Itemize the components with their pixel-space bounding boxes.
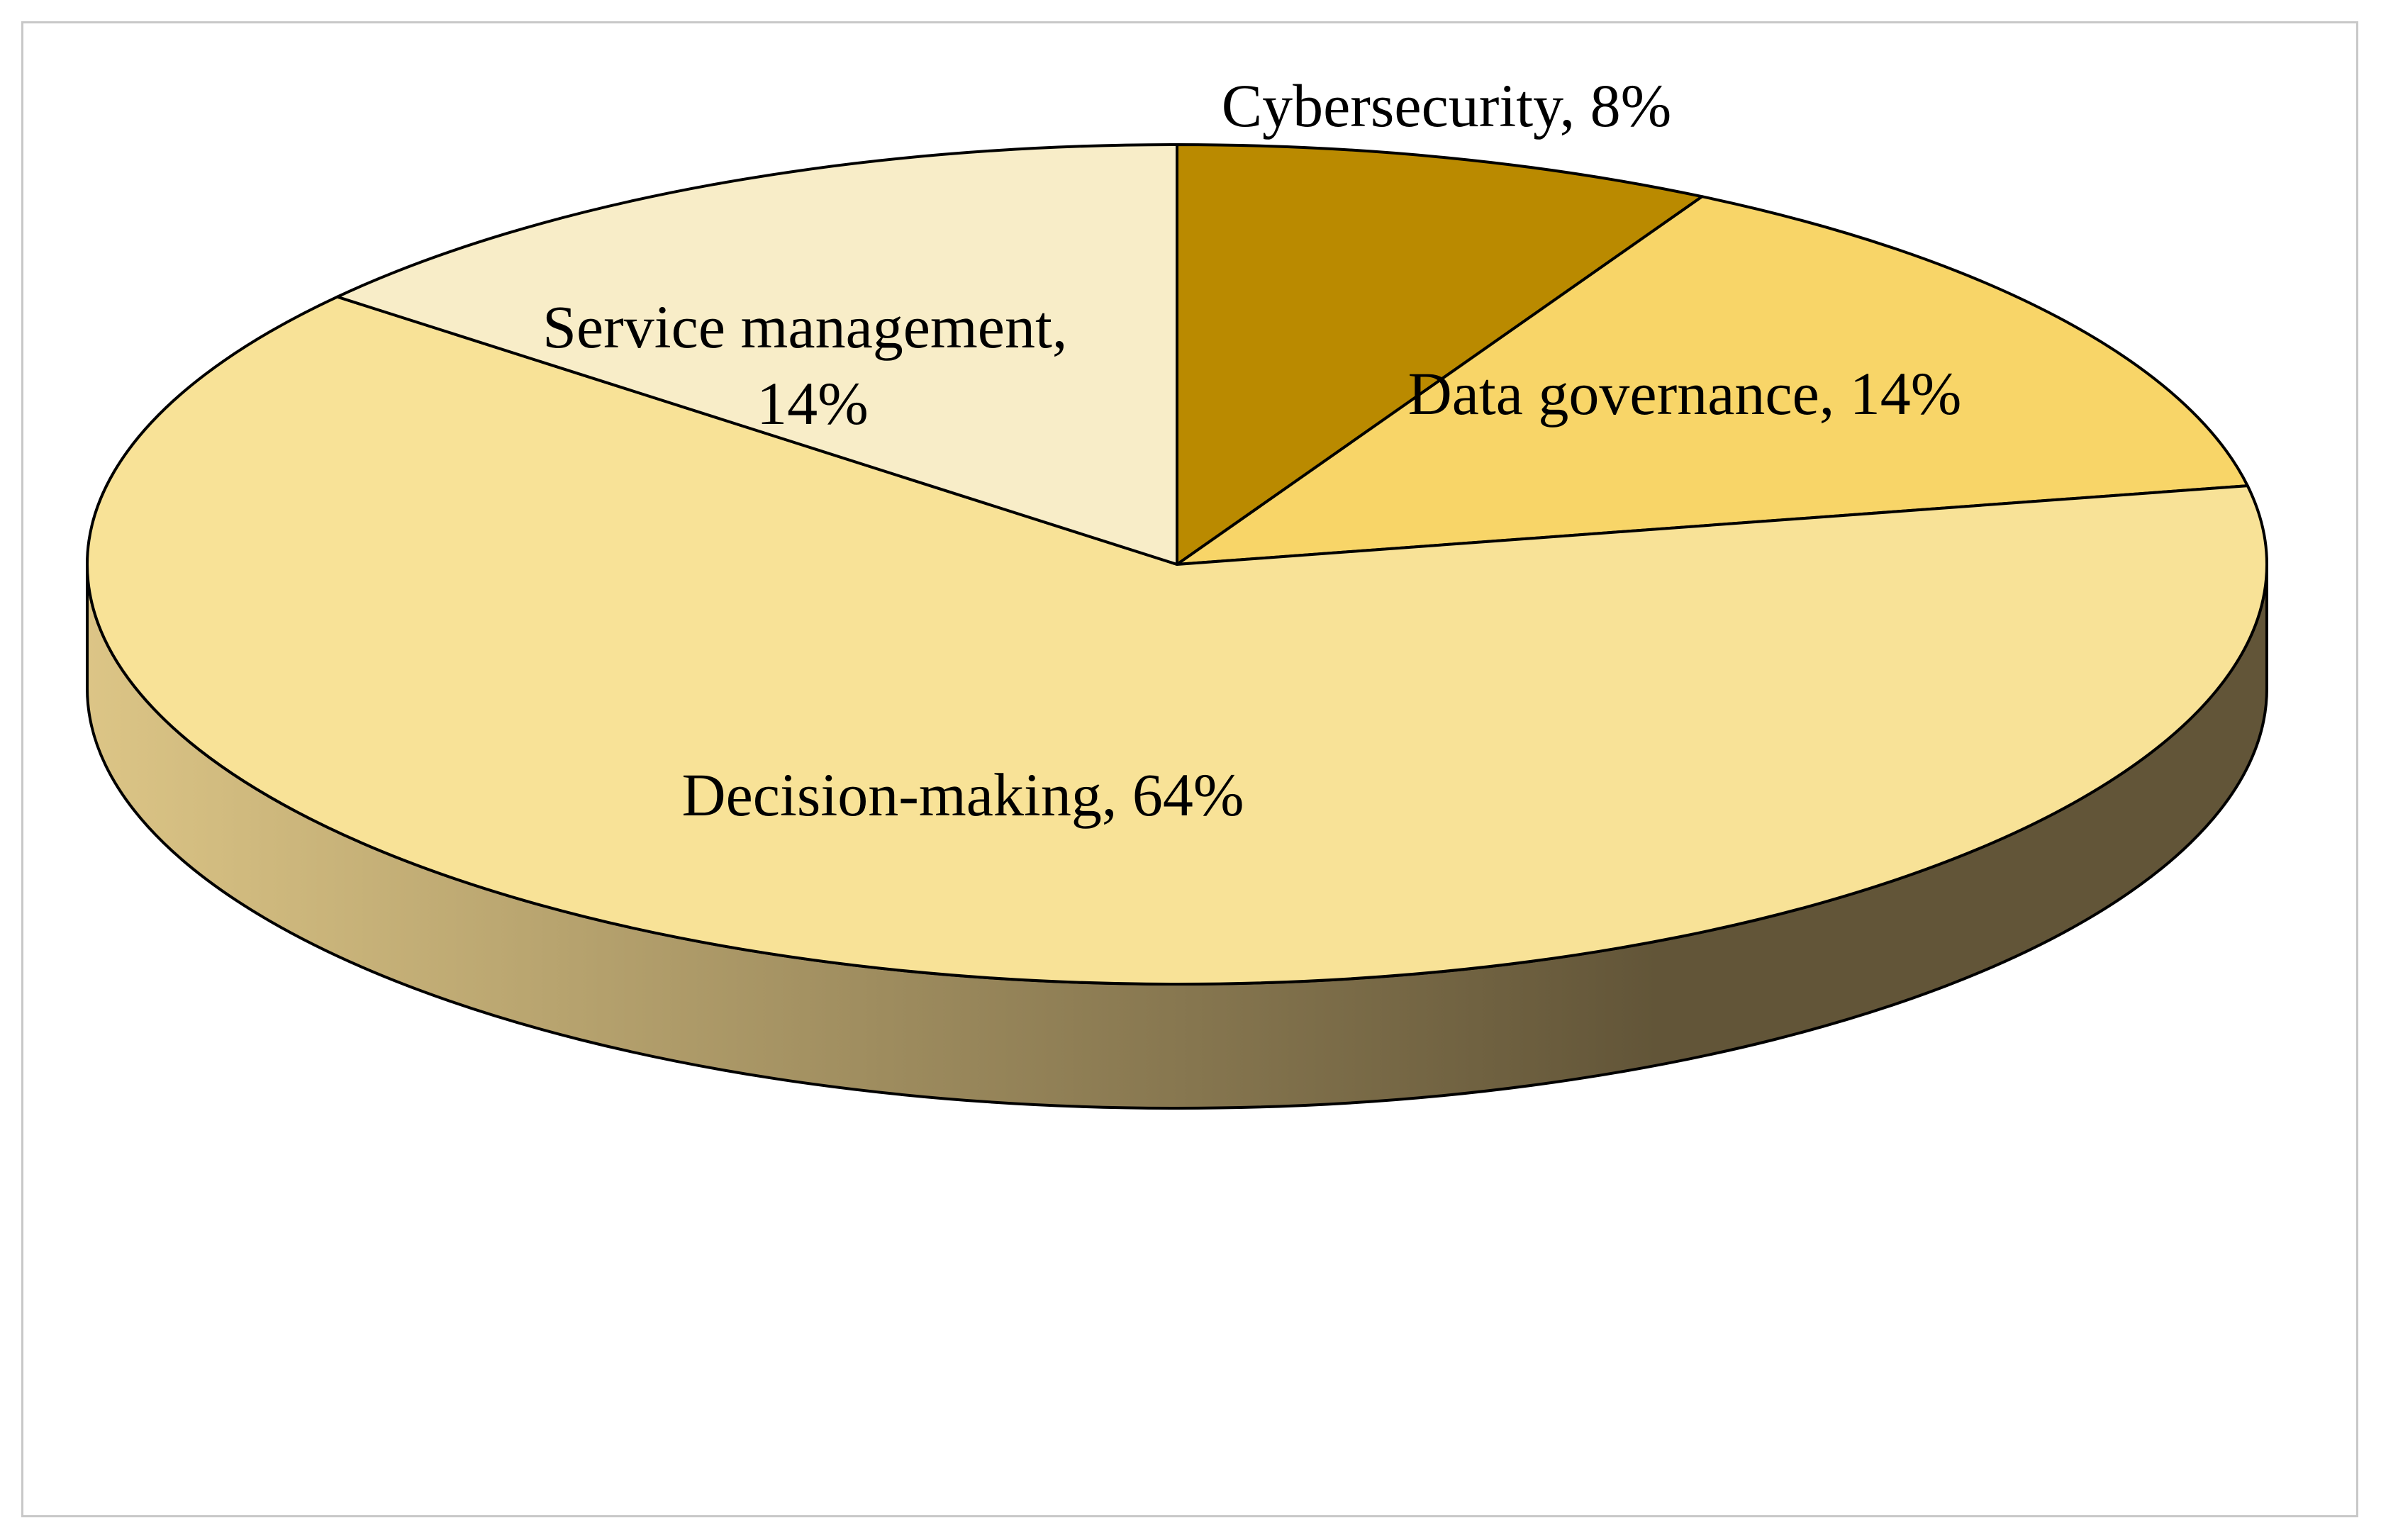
pie-slice-decision-making [86, 295, 2268, 986]
slice-label-service-management: Service management, 14% [542, 293, 1083, 437]
slice-label-data-governance: Data governance, 14% [1408, 359, 1962, 428]
pie-slice-service-management [335, 143, 1178, 566]
slice-label-decision-making: Decision-making, 64% [682, 761, 1244, 829]
pie-slice-cybersecurity [1176, 143, 1704, 566]
pie-slice-data-governance [1176, 195, 2249, 566]
slice-label-cybersecurity: Cybersecurity, 8% [1222, 72, 1671, 140]
